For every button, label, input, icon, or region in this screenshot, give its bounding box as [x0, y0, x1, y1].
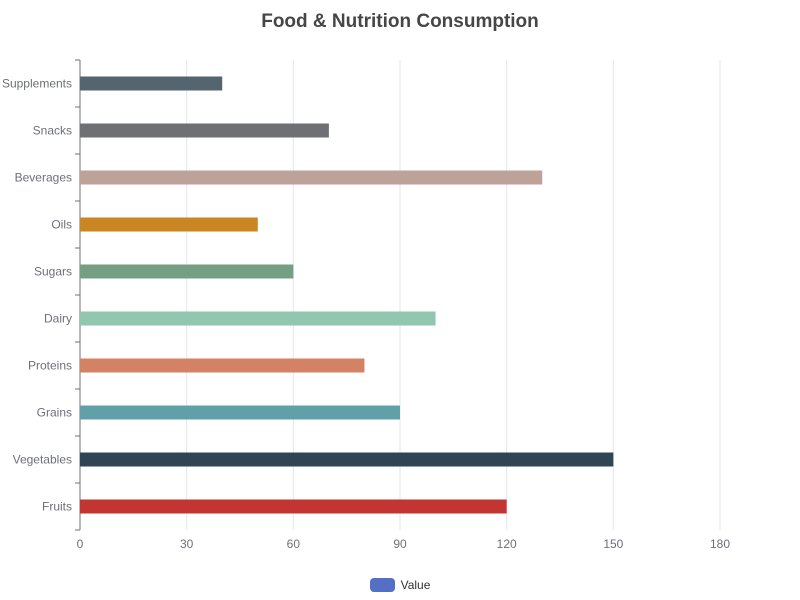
bar-supplements [80, 76, 223, 91]
y-tick-label: Proteins [28, 359, 72, 373]
x-tick-label: 150 [603, 537, 623, 551]
bar-fruits [80, 499, 507, 514]
y-tick-label: Oils [51, 218, 72, 232]
legend-label: Value [400, 578, 431, 592]
y-tick-label: Grains [37, 406, 72, 420]
bar-dairy [80, 311, 436, 326]
y-tick-label: Beverages [15, 171, 72, 185]
y-tick-label: Dairy [44, 312, 72, 326]
legend[interactable]: Value [0, 578, 800, 592]
bar-vegetables [80, 452, 614, 467]
y-tick-label: Snacks [33, 124, 72, 138]
chart-title: Food & Nutrition Consumption [261, 11, 539, 32]
bar-oils [80, 217, 258, 232]
x-tick-label: 30 [180, 537, 194, 551]
legend-swatch [369, 578, 395, 592]
y-tick-label: Vegetables [13, 453, 72, 467]
bar-sugars [80, 264, 294, 279]
x-tick-label: 60 [287, 537, 301, 551]
bar-beverages [80, 170, 543, 185]
bar-grains [80, 405, 400, 420]
x-tick-label: 180 [710, 537, 730, 551]
x-tick-label: 90 [393, 537, 407, 551]
bar-snacks [80, 123, 329, 138]
x-tick-label: 120 [497, 537, 517, 551]
y-tick-label: Supplements [2, 77, 72, 91]
y-tick-label: Fruits [42, 500, 72, 514]
bar-proteins [80, 358, 365, 373]
y-tick-label: Sugars [34, 265, 72, 279]
x-tick-label: 0 [77, 537, 84, 551]
